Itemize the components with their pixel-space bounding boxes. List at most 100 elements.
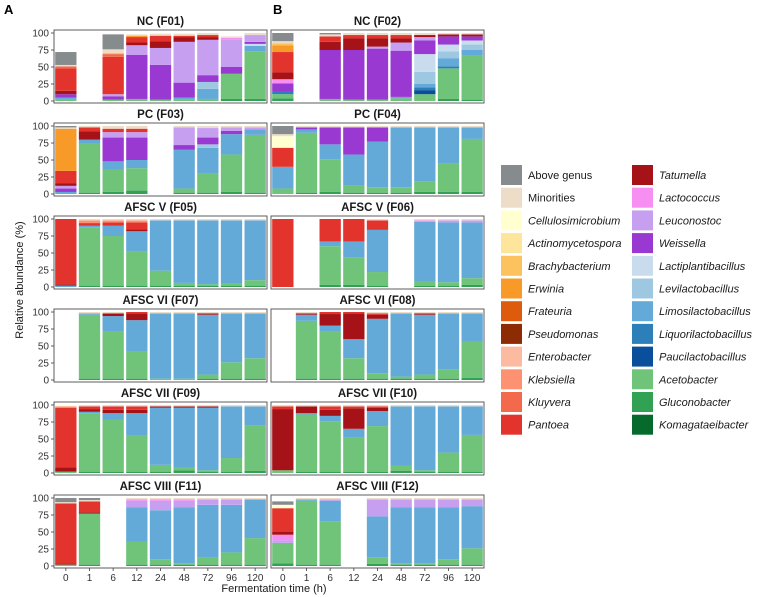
bar-segment-gluconobacter-6h: [102, 285, 124, 287]
bar-segment-tatumella-0h: [272, 72, 294, 80]
bar-segment-weissella-12h: [343, 127, 365, 155]
bar-segment-minorities-12h: [126, 405, 148, 407]
bar-segment-tatumella-0h: [55, 183, 77, 186]
bar-segment-limosilactobacillus-72h: [197, 220, 219, 285]
bar-segment-gluconobacter-72h: [197, 471, 219, 473]
bar-segment-gluconobacter-48h: [390, 564, 412, 566]
bar-segment-gluconobacter-0h: [272, 563, 294, 566]
bar-segment-leuconostoc-24h: [149, 500, 172, 511]
x-tick-label: 0: [63, 573, 69, 584]
panel-afsc-v-f06: AFSC V (F06): [270, 202, 485, 290]
bar-segment-minorities-120h: [461, 498, 483, 500]
bar-segment-limosilactobacillus-24h: [366, 516, 389, 558]
panel-title: AFSC V (F06): [341, 202, 414, 214]
bar-segment-leuconostoc-48h: [390, 42, 412, 51]
legend-swatch: [501, 210, 522, 231]
bar-segment-minorities-0h: [272, 405, 294, 407]
x-tick-label: 48: [179, 573, 191, 584]
bar-segment-weissella-48h: [173, 82, 195, 98]
bar-segment-limosilactobacillus-48h: [173, 507, 195, 564]
bar-segment-limosilactobacillus-120h: [244, 220, 266, 281]
bar-segment-erwinia-0h: [272, 45, 294, 53]
legend-label: Tatumella: [659, 170, 706, 182]
bar-segment-acetobacter-12h: [343, 257, 365, 285]
bar-segment-limosilactobacillus-72h: [414, 507, 436, 564]
bar-segment-minorities-24h: [366, 405, 389, 407]
bar-segment-tatumella-0h: [55, 90, 77, 95]
bar-segment-minorities-1h: [78, 405, 101, 407]
legend-swatch: [632, 301, 653, 322]
bar-segment-acetobacter-12h: [343, 99, 365, 101]
bar-segment-gluconobacter-48h: [390, 192, 412, 194]
bar-segment-brachybacterium-0h: [272, 43, 294, 46]
bar-segment-liquorilactobacillus-96h: [437, 66, 460, 69]
y-tick-label: 50: [38, 528, 50, 539]
bar-segment-minorities-24h: [149, 312, 172, 314]
bar-segment-gluconobacter-120h: [461, 377, 483, 380]
bar-segment-minorities-72h: [197, 33, 219, 36]
bar-segment-limosilactobacillus-6h: [319, 500, 341, 522]
bar-segment-above-genus-6h: [102, 34, 124, 50]
bar-segment-leuconostoc-6h: [102, 94, 124, 97]
bar-segment-limosilactobacillus-12h: [126, 507, 148, 542]
bar-segment-tatumella-0h: [55, 284, 77, 286]
legend-swatch: [501, 323, 522, 344]
bar-segment-levilactobacillus-120h: [461, 44, 483, 50]
bar-segment-acetobacter-72h: [197, 98, 219, 101]
bar-segment-klebsiella-6h: [102, 220, 124, 223]
bar-segment-weissella-72h: [414, 40, 436, 55]
bar-segment-limosilactobacillus-0h: [55, 285, 77, 287]
bar-segment-tatumella-0h: [272, 409, 294, 471]
y-tick-label: 0: [43, 562, 49, 573]
bar-segment-leuconostoc-120h: [461, 220, 483, 223]
legend-swatch: [632, 233, 653, 254]
bar-segment-limosilactobacillus-120h: [244, 45, 266, 52]
bar-segment-gluconobacter-120h: [244, 192, 266, 194]
bar-segment-limosilactobacillus-1h: [78, 225, 101, 228]
bar-segment-minorities-120h: [461, 126, 483, 128]
bar-segment-above-genus-6h: [319, 33, 341, 35]
bar-segment-acetobacter-6h: [319, 159, 341, 192]
legend-item-pantoea: Pantoea: [501, 414, 569, 435]
bar-segment-pantoea-6h: [319, 406, 341, 410]
panel-title: AFSC VIII (F12): [336, 481, 419, 493]
bar-segment-above-genus-0h: [55, 498, 77, 503]
bar-segment-minorities-24h: [366, 498, 389, 500]
bar-segment-gluconobacter-96h: [220, 98, 243, 101]
legend-item-actinomycetospora: Actinomycetospora: [501, 233, 622, 254]
bar-segment-above-genus-0h: [55, 52, 77, 65]
bar-segment-minorities-6h: [319, 126, 341, 128]
bar-segment-limosilactobacillus-96h: [220, 313, 243, 363]
bar-segment-minorities-72h: [197, 312, 219, 314]
bar-segment-acetobacter-72h: [414, 374, 436, 379]
bar-segment-minorities-1h: [78, 219, 101, 221]
bar-segment-cellulosimicrobium-0h: [272, 504, 294, 509]
bar-segment-lactococcus-24h: [149, 499, 172, 501]
legend-item-above-genus: Above genus: [501, 165, 593, 185]
panel-pc-f03: PC (F03) 0 25 50 75 100: [32, 109, 268, 201]
bar-segment-minorities-48h: [173, 219, 195, 221]
bar-segment-kluyvera-6h: [102, 54, 124, 57]
bar-segment-pantoea-24h: [366, 220, 389, 230]
legend-label: Kluyvera: [528, 397, 571, 409]
bar-segment-gluconobacter-1h: [78, 564, 101, 566]
bar-segment-acetobacter-96h: [220, 458, 243, 472]
bar-segment-gluconobacter-24h: [149, 471, 172, 473]
panel-frame: [270, 401, 485, 476]
bar-segment-acetobacter-120h: [461, 278, 483, 285]
bar-segment-limosilactobacillus-12h: [126, 160, 148, 169]
x-tick-label: 6: [327, 573, 333, 584]
bar-segment-tatumella-48h: [173, 37, 195, 42]
bar-segment-gluconobacter-1h: [295, 564, 318, 566]
bar-segment-gluconobacter-24h: [366, 563, 389, 566]
bar-segment-pantoea-24h: [366, 313, 389, 315]
bar-segment-acetobacter-6h: [102, 99, 124, 101]
bar-segment-pantoea-24h: [366, 406, 389, 408]
bar-segment-gluconobacter-24h: [366, 378, 389, 380]
y-tick-label: 25: [38, 266, 50, 277]
bar-segment-minorities-24h: [366, 33, 389, 36]
bar-segment-gluconobacter-120h: [244, 285, 266, 287]
panel-frame: [270, 29, 485, 104]
bar-segment-pantoea-12h: [126, 128, 148, 133]
bar-segment-limosilactobacillus-48h: [390, 406, 412, 466]
